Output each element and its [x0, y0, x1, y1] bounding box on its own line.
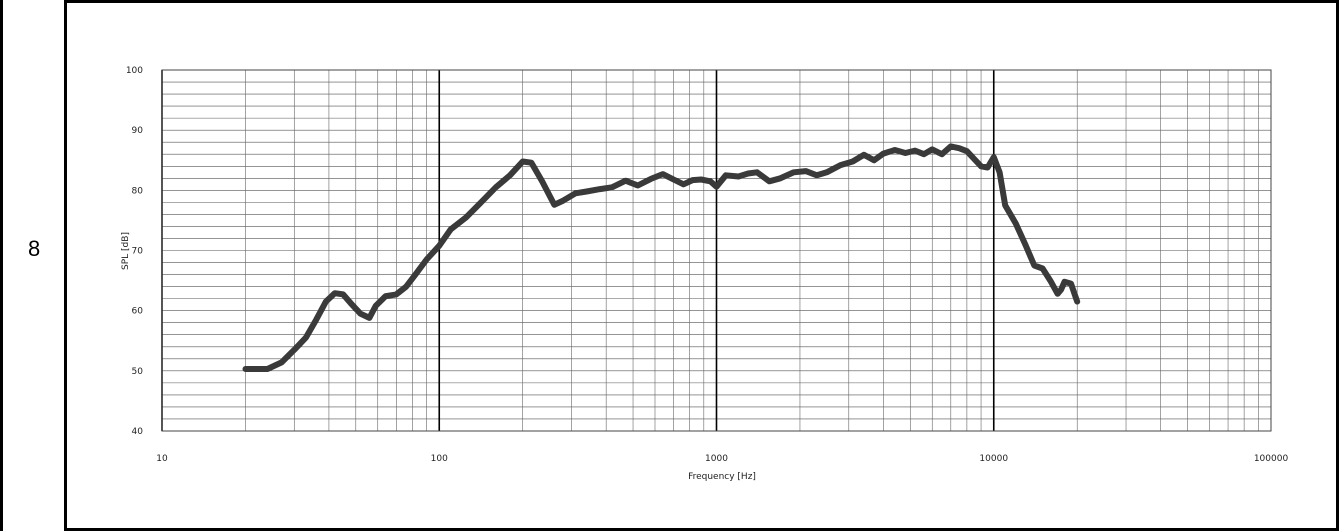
chart-grid: [161, 69, 1271, 432]
y-tick-label: 80: [132, 186, 144, 196]
x-tick-label: 100000: [1254, 454, 1289, 464]
x-tick-labels: 10 100 1000 10000 100000: [156, 454, 1288, 464]
row-number-label: 8: [28, 236, 41, 261]
y-tick-label: 100: [126, 66, 143, 76]
y-tick-labels: 40 50 60 70 80 90 100: [126, 66, 143, 437]
y-tick-label: 60: [132, 307, 144, 317]
x-tick-label: 10: [156, 454, 168, 464]
chart-cell: [64, 0, 1339, 531]
y-tick-label: 40: [132, 427, 144, 437]
x-tick-label: 10000: [979, 454, 1008, 464]
x-axis-label: Frequency [Hz]: [688, 472, 756, 482]
x-tick-label: 1000: [705, 454, 728, 464]
left-border: [0, 0, 3, 531]
y-tick-label: 90: [132, 126, 144, 136]
chart-axes: [161, 69, 1272, 432]
y-axis-label: SPL [dB]: [121, 232, 131, 270]
x-tick-label: 100: [431, 454, 448, 464]
y-tick-label: 70: [132, 247, 144, 257]
y-tick-label: 50: [132, 367, 144, 377]
spl-response-curve: [242, 143, 1081, 372]
plot-border: [161, 69, 1272, 432]
